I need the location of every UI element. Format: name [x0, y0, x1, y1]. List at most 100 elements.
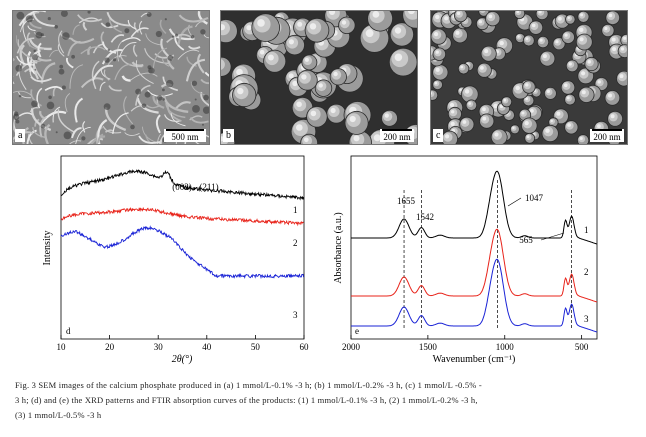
- sem-a-flake: [75, 126, 91, 144]
- sem-a-flake: [82, 21, 88, 31]
- ftir-curve-label-1: 1: [584, 225, 589, 235]
- sem-a-flake: [102, 125, 122, 134]
- sem-c-particle: [490, 128, 508, 144]
- xrd-curve-2: [60, 206, 304, 227]
- xrd-curve-label-2: 2: [293, 238, 298, 248]
- sem-b-particle: [314, 79, 333, 97]
- sem-a-flake: [30, 76, 52, 83]
- sem-a-flake: [185, 58, 206, 82]
- sem-c-particle: [454, 11, 468, 23]
- sem-a-pore: [18, 94, 22, 98]
- ftir-panel-letter: e: [355, 326, 359, 336]
- ftir-curve-label-3: 3: [584, 314, 589, 324]
- ftir-565-pointer: [540, 232, 565, 241]
- ftir-x-tick-label: 2000: [342, 342, 361, 352]
- sem-a-pore: [71, 54, 75, 59]
- sem-a-pore: [62, 32, 70, 40]
- sem-c-particle: [459, 116, 475, 132]
- figure-caption: Fig. 3 SEM images of the calcium phospha…: [15, 378, 635, 423]
- sem-a-pore: [203, 94, 209, 101]
- sem-a-flake: [18, 11, 46, 27]
- sem-a-flake: [13, 57, 16, 62]
- sem-a-flake: [28, 38, 52, 51]
- sem-c-letter: c: [433, 129, 444, 142]
- sem-a-flake: [186, 56, 197, 67]
- caption-line-1: Fig. 3 SEM images of the calcium phospha…: [15, 380, 482, 390]
- sem-b-particle: [263, 49, 287, 73]
- sem-c-particle: [575, 33, 593, 51]
- sem-a-flake: [13, 75, 15, 85]
- sem-a-flake: [200, 78, 209, 85]
- sem-c-particle: [584, 56, 599, 72]
- sem-c-particle: [479, 113, 495, 129]
- sem-a-pore: [13, 113, 20, 121]
- sem-c-particle: [501, 96, 513, 108]
- sem-b-particle: [284, 34, 305, 56]
- sem-b-particle: [381, 109, 398, 127]
- sem-a-flake: [90, 135, 106, 144]
- sem-a-pore: [103, 103, 111, 110]
- xrd-frame: [60, 155, 305, 340]
- xrd-chart: 10 20 30 40 50 60 (002) (211) 1 2 3 d Intensi…: [42, 155, 309, 365]
- sem-c-particle: [616, 70, 627, 87]
- sem-a-flake: [80, 46, 106, 55]
- sem-c-particle: [561, 30, 575, 44]
- sem-b-letter: b: [223, 129, 234, 142]
- sem-a-scalebar: [166, 129, 204, 131]
- sem-b-particle: [251, 13, 280, 42]
- sem-c-particle: [447, 106, 462, 121]
- sem-a-flake: [162, 57, 170, 67]
- xrd-x-tick-label: 10: [57, 342, 67, 352]
- sem-a-pore: [34, 68, 37, 71]
- sem-a-flake: [187, 45, 201, 50]
- sem-a-flake: [26, 50, 36, 75]
- sem-a-pore: [40, 123, 46, 129]
- sem-a-flake: [30, 89, 42, 107]
- sem-a-pore: [31, 100, 38, 108]
- sem-a-flake: [204, 71, 209, 77]
- sem-c-particle: [521, 117, 538, 134]
- sem-c-particle: [605, 11, 620, 25]
- sem-c-particle: [457, 63, 470, 75]
- sem-c-particle: [541, 124, 559, 143]
- xrd-peak-label-211: (211): [199, 182, 218, 192]
- sem-c-particle: [577, 134, 590, 144]
- sem-c-particle: [535, 11, 549, 21]
- sem-b-particle: [306, 106, 328, 128]
- sem-a-pore: [164, 18, 167, 21]
- sem-c-particle: [524, 132, 536, 144]
- sem-b-particle: [389, 22, 414, 47]
- sem-b-particle: [304, 18, 330, 43]
- sem-a-pore: [61, 85, 66, 90]
- sem-c-particle: [432, 79, 443, 90]
- sem-a-flake: [77, 14, 102, 23]
- sem-a-flake: [127, 20, 137, 30]
- sem-a-flake: [29, 107, 39, 113]
- sem-a-flake: [195, 21, 204, 28]
- sem-a-flake: [166, 105, 182, 122]
- sem-a-flake: [70, 37, 95, 44]
- sem-c-particle: [620, 33, 627, 47]
- sem-a-flake: [162, 95, 189, 113]
- sem-a-pore: [194, 98, 197, 101]
- sem-a-pore: [46, 101, 55, 110]
- sem-a-flake: [103, 69, 110, 81]
- sem-a-pore: [63, 131, 72, 140]
- sem-b-particle: [344, 110, 369, 135]
- sem-a-flake: [165, 103, 186, 119]
- sem-a-flake: [166, 33, 192, 43]
- sem-a-flake: [130, 72, 158, 81]
- sem-a-flake: [44, 123, 51, 144]
- caption-line-3: (3) 1 mmol/L-0.5% -3 h: [15, 410, 102, 420]
- sem-a-flake: [146, 104, 161, 109]
- sem-a-pore: [31, 54, 39, 61]
- sem-c-particle: [522, 34, 535, 47]
- sem-a-pore: [47, 17, 51, 21]
- ftir-curve-label-2: 2: [584, 267, 589, 277]
- ftir-curve-1: [351, 170, 598, 245]
- sem-a-flake: [107, 54, 127, 66]
- sem-b-particle: [329, 68, 347, 86]
- sem-c-particle: [601, 23, 615, 38]
- sem-a-pore: [175, 33, 178, 37]
- sem-a-flake: [110, 34, 125, 43]
